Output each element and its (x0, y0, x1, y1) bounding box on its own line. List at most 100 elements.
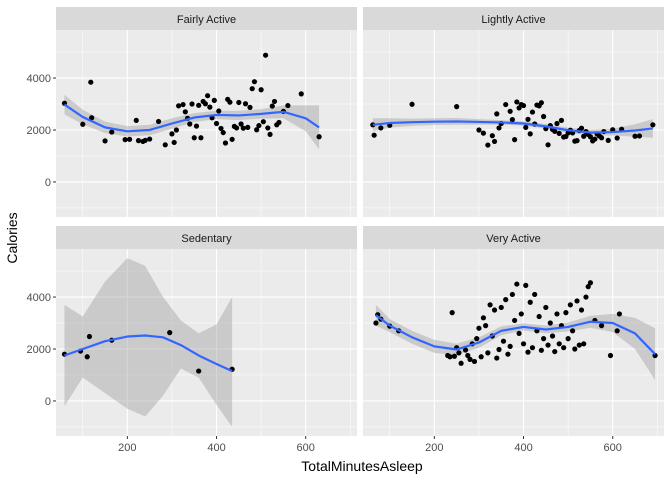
data-point (242, 101, 249, 107)
facet-strip-fairly-active (56, 7, 357, 30)
data-point (196, 102, 202, 108)
data-point (298, 91, 304, 97)
facet-strip-label-very-active: Very Active (486, 233, 540, 245)
data-point (285, 102, 291, 109)
data-point (249, 86, 255, 92)
data-point (467, 356, 473, 362)
data-point (471, 358, 478, 365)
data-point (196, 368, 202, 374)
data-point (133, 117, 139, 123)
data-point (616, 311, 623, 317)
data-point (632, 133, 638, 139)
data-point (109, 129, 115, 135)
data-point (598, 135, 605, 141)
data-point (240, 125, 246, 131)
x-tick-label: 600 (297, 442, 315, 454)
data-point (529, 109, 536, 115)
data-point (260, 119, 266, 125)
data-point (538, 347, 544, 353)
data-point (496, 125, 502, 131)
smooth-line-sedentary (64, 334, 233, 373)
y-tick-label: 0 (45, 396, 51, 408)
data-point (614, 135, 620, 141)
data-point (523, 282, 529, 288)
data-point (487, 302, 493, 308)
data-point (142, 137, 148, 143)
y-axis-title: Calories (4, 212, 20, 263)
data-point (581, 133, 587, 139)
facet-panel-very-active: Very Active 200 400 600 (363, 226, 664, 454)
data-point (447, 354, 453, 360)
data-point (520, 341, 527, 347)
data-point (187, 121, 193, 127)
data-point (276, 119, 282, 126)
data-point (222, 140, 229, 146)
data-point (512, 317, 518, 324)
data-point (449, 310, 455, 316)
data-point (371, 132, 377, 138)
data-point (126, 136, 133, 142)
data-point (86, 333, 93, 340)
data-point (84, 354, 90, 360)
facet-strip-label-fairly-active: Fairly Active (177, 14, 236, 26)
data-point (122, 137, 128, 143)
data-point (552, 348, 558, 355)
data-point (189, 101, 195, 107)
y-tick-label: 4000 (27, 292, 51, 304)
data-point (545, 342, 551, 348)
data-point (80, 121, 86, 127)
data-point (556, 341, 562, 347)
data-point (265, 125, 271, 131)
data-point (494, 111, 500, 117)
data-point (234, 125, 240, 131)
data-point (547, 320, 553, 326)
data-point (563, 310, 569, 316)
data-point (545, 142, 551, 148)
y-tick-label: 0 (45, 177, 51, 189)
data-point (516, 330, 522, 337)
smooth-line-fairly-active (63, 103, 320, 133)
data-point (211, 97, 217, 103)
data-point (636, 133, 643, 139)
data-point (245, 124, 251, 130)
data-point (514, 99, 520, 105)
data-point (507, 108, 513, 114)
data-point (135, 138, 142, 144)
data-point (456, 350, 462, 356)
data-point (509, 117, 515, 123)
data-point (198, 135, 204, 141)
data-point (598, 323, 605, 329)
data-point (247, 104, 253, 110)
data-point (236, 99, 242, 106)
data-point (220, 129, 226, 136)
data-point (578, 307, 585, 313)
data-point (561, 345, 567, 351)
data-point (605, 137, 611, 143)
data-point (503, 297, 509, 303)
x-tick-label: 200 (118, 442, 136, 454)
data-point (316, 134, 322, 140)
data-point (558, 117, 565, 123)
data-point (549, 333, 556, 339)
data-point (587, 280, 594, 286)
confidence-band-sedentary (64, 258, 233, 427)
data-point (512, 137, 518, 143)
data-point (216, 108, 222, 114)
data-point (474, 336, 480, 342)
data-point (614, 328, 620, 334)
data-point (554, 311, 560, 317)
data-point (478, 354, 484, 360)
data-point (507, 343, 513, 349)
facet-panel-fairly-active: Fairly Active 0 2000 4000 (27, 7, 357, 217)
data-point (465, 352, 471, 359)
data-point (554, 120, 560, 127)
data-point (541, 113, 547, 120)
data-point (543, 304, 549, 311)
data-point (193, 123, 200, 129)
data-point (202, 101, 208, 107)
data-point (525, 116, 531, 122)
data-point (587, 134, 594, 140)
facet-strip-sedentary (56, 226, 357, 249)
data-point (527, 131, 533, 137)
panel-background-sedentary (56, 249, 357, 436)
